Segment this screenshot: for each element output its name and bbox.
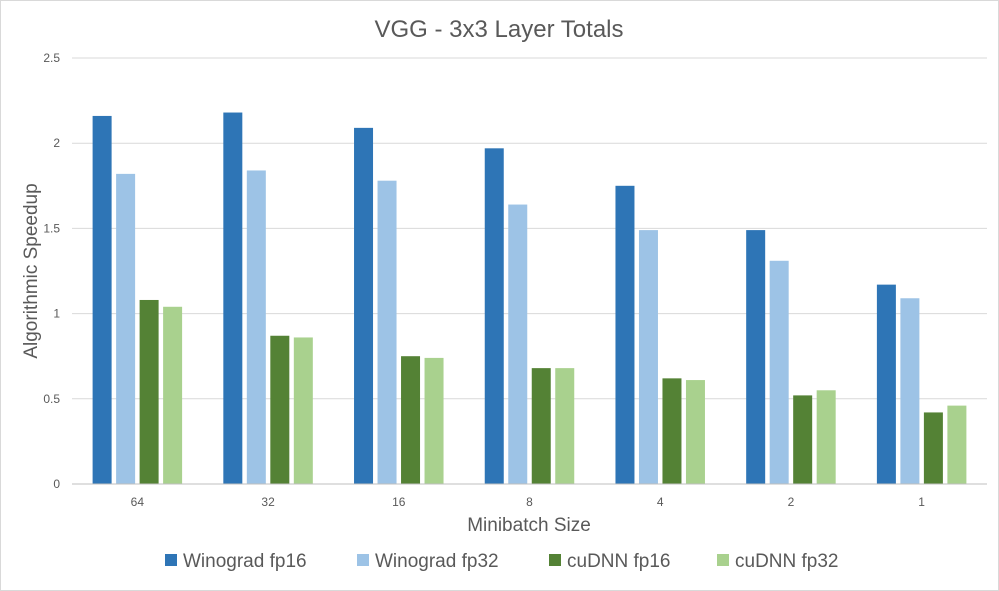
bar-winograd-fp32: [246, 170, 266, 485]
y-tick-labels: 0 0.5 1 1.5 2 2.5: [43, 51, 60, 491]
bar-winograd-fp32: [769, 260, 789, 484]
bar-winograd-fp16: [484, 148, 504, 484]
bar-winograd-fp16: [223, 112, 243, 484]
bar-winograd-fp16: [354, 127, 374, 484]
bar-winograd-fp32: [377, 180, 397, 485]
bar-cudnn-fp32: [816, 390, 836, 484]
y-tick-label: 1: [53, 307, 60, 321]
bar-cudnn-fp16: [401, 356, 421, 484]
x-tick-label: 8: [526, 495, 533, 509]
x-tick-labels: 64 32 16 8 4 2 1: [131, 495, 926, 509]
bar-winograd-fp16: [746, 230, 766, 484]
x-tick-label: 4: [657, 495, 664, 509]
legend-swatch: [165, 554, 177, 566]
bar-cudnn-fp32: [947, 405, 967, 484]
y-axis-title: Algorithmic Speedup: [21, 183, 42, 358]
bar-cudnn-fp16: [923, 412, 943, 484]
y-tick-label: 0.5: [43, 392, 60, 406]
bars: [92, 112, 967, 485]
x-tick-label: 16: [392, 495, 406, 509]
y-tick-label: 2.5: [43, 51, 60, 65]
x-tick-label: 64: [131, 495, 145, 509]
legend-label: Winograd fp32: [375, 551, 499, 572]
bar-cudnn-fp16: [139, 299, 159, 484]
bar-winograd-fp16: [615, 185, 635, 485]
bar-cudnn-fp16: [270, 335, 290, 484]
bar-winograd-fp16: [92, 115, 112, 484]
legend-swatch: [717, 554, 729, 566]
bar-cudnn-fp32: [424, 357, 444, 484]
legend-swatch: [549, 554, 561, 566]
bar-winograd-fp16: [876, 284, 896, 484]
bar-winograd-fp32: [638, 230, 658, 484]
legend: Winograd fp16 Winograd fp32 cuDNN fp16 cuDN…: [165, 551, 839, 572]
y-tick-label: 0: [53, 477, 60, 491]
gridlines: [72, 57, 987, 400]
bar-cudnn-fp32: [163, 306, 183, 484]
bar-cudnn-fp16: [793, 395, 813, 484]
legend-swatch: [357, 554, 369, 566]
legend-label: cuDNN fp16: [567, 551, 671, 572]
bar-cudnn-fp32: [555, 368, 575, 484]
x-axis-title: Minibatch Size: [467, 515, 591, 536]
bar-cudnn-fp16: [531, 368, 551, 484]
y-tick-label: 2: [53, 136, 60, 150]
x-tick-label: 2: [788, 495, 795, 509]
bar-winograd-fp32: [116, 173, 136, 484]
bar-cudnn-fp32: [685, 380, 705, 484]
chart-title: VGG - 3x3 Layer Totals: [375, 16, 624, 43]
legend-label: cuDNN fp32: [735, 551, 839, 572]
x-tick-label: 1: [918, 495, 925, 509]
bar-cudnn-fp32: [293, 337, 313, 484]
bar-cudnn-fp16: [662, 378, 682, 484]
x-tick-label: 32: [261, 495, 275, 509]
bar-winograd-fp32: [508, 204, 528, 484]
bar-winograd-fp32: [900, 298, 920, 484]
y-tick-label: 1.5: [43, 221, 60, 235]
legend-label: Winograd fp16: [183, 551, 307, 572]
